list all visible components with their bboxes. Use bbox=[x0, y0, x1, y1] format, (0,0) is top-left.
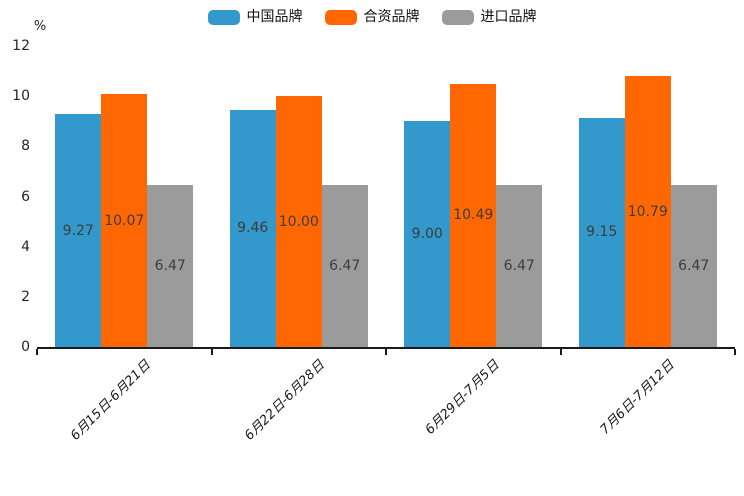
x-axis-tick-mark bbox=[559, 349, 562, 355]
y-axis-tick-label: 0 bbox=[21, 339, 30, 355]
bar-value-label: 9.46 bbox=[237, 220, 269, 237]
legend: 中国品牌 合资品牌 进口品牌 bbox=[0, 10, 744, 25]
bar-中国品牌-6月29日-7月5日: 9.00 bbox=[404, 121, 451, 347]
bar-合资品牌-6月29日-7月5日: 10.49 bbox=[450, 83, 497, 347]
x-axis-tick-mark bbox=[734, 349, 736, 355]
legend-item-import-brand: 进口品牌 bbox=[441, 9, 537, 25]
bar-中国品牌-6月22日-6月28日: 9.46 bbox=[229, 109, 276, 347]
bar-value-label: 6.47 bbox=[329, 257, 361, 274]
x-axis-category-label: 7月6日-7月12日 bbox=[597, 357, 678, 438]
legend-label: 合资品牌 bbox=[363, 9, 420, 25]
x-axis-category-label: 6月29日-7月5日 bbox=[422, 357, 503, 438]
bar-合资品牌-6月22日-6月28日: 10.00 bbox=[275, 96, 322, 347]
legend-swatch-import-brand bbox=[441, 10, 474, 25]
bar-value-label: 9.00 bbox=[411, 226, 443, 243]
legend-label: 进口品牌 bbox=[480, 9, 537, 25]
bar-value-label: 6.47 bbox=[503, 257, 535, 274]
legend-label: 中国品牌 bbox=[246, 9, 303, 25]
bar-进口品牌-6月22日-6月28日: 6.47 bbox=[321, 184, 368, 347]
y-axis-tick-label: 12 bbox=[12, 38, 30, 54]
bar-value-label: 9.27 bbox=[62, 222, 94, 239]
x-axis-tick-mark bbox=[36, 349, 38, 355]
legend-item-joint-venture-brand: 合资品牌 bbox=[324, 9, 420, 25]
y-axis-unit-label: % bbox=[33, 19, 47, 34]
bar-进口品牌-7月6日-7月12日: 6.47 bbox=[670, 184, 717, 347]
bar-中国品牌-7月6日-7月12日: 9.15 bbox=[578, 117, 625, 347]
y-axis-tick-label: 2 bbox=[21, 288, 30, 305]
bar-value-label: 6.47 bbox=[154, 257, 186, 274]
bar-中国品牌-6月15日-6月21日: 9.27 bbox=[55, 114, 102, 347]
bar-value-label: 10.79 bbox=[627, 203, 668, 220]
bar-value-label: 6.47 bbox=[678, 257, 710, 274]
y-axis-tick-label: 10 bbox=[12, 88, 30, 105]
bar-进口品牌-6月15日-6月21日: 6.47 bbox=[147, 184, 194, 347]
plot-area: 9.27 10.07 6.47 9.46 10.00 6.47 9.00 10.49 6.47 9… bbox=[37, 46, 735, 349]
x-axis-category-label: 6月15日-6月21日 bbox=[67, 357, 154, 444]
bar-value-label: 10.49 bbox=[453, 207, 494, 224]
x-axis-tick-mark bbox=[210, 349, 213, 355]
x-axis-tick-mark bbox=[385, 349, 387, 355]
bar-合资品牌-6月15日-6月21日: 10.07 bbox=[101, 94, 148, 347]
y-axis-tick-label: 6 bbox=[21, 188, 30, 205]
y-axis-tick-label: 4 bbox=[21, 238, 30, 255]
x-axis-category-label: 6月22日-6月28日 bbox=[242, 357, 329, 444]
bar-合资品牌-7月6日-7月12日: 10.79 bbox=[624, 76, 671, 347]
legend-swatch-china-brand bbox=[207, 10, 240, 25]
legend-swatch-joint-venture-brand bbox=[324, 10, 357, 25]
bar-value-label: 10.00 bbox=[278, 213, 319, 230]
bar-value-label: 9.15 bbox=[586, 224, 618, 241]
y-axis-tick-label: 8 bbox=[21, 138, 30, 155]
bar-进口品牌-6月29日-7月5日: 6.47 bbox=[496, 184, 543, 347]
legend-item-china-brand: 中国品牌 bbox=[207, 9, 303, 25]
bar-value-label: 10.07 bbox=[104, 212, 145, 229]
